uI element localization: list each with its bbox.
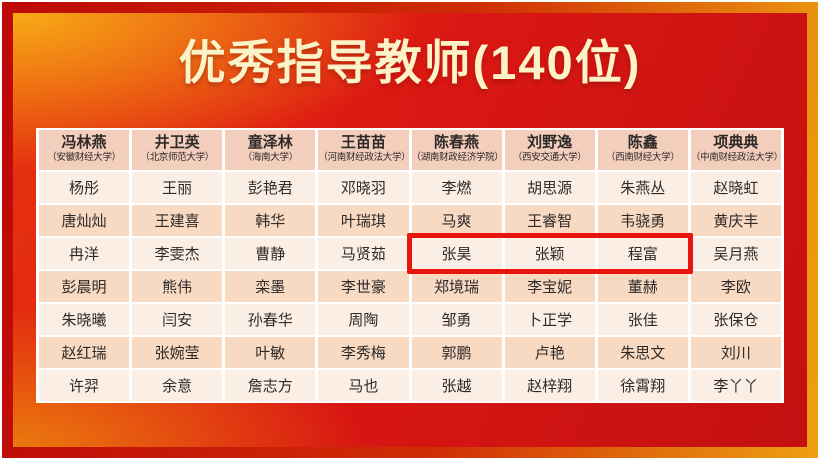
table-cell: 赵梓翔	[504, 370, 595, 401]
header-cell: 童泽林 （海南大学）	[225, 130, 316, 170]
header-teacher-name: 王苗苗	[340, 135, 386, 151]
table-cell: 李世豪	[318, 271, 409, 302]
table-row: 杨彤 王丽 彭艳君 邓晓羽 李燃 胡思源 朱燕丛 赵晓虹	[39, 172, 781, 203]
poster-panel: 优秀指导教师(140位) 冯林燕 （安徽财经大学） 井卫英 （北京师范大学） 童泽林 （海…	[13, 13, 807, 447]
header-school-name: （西南财经大学）	[606, 153, 680, 163]
teacher-table-wrap: 冯林燕 （安徽财经大学） 井卫英 （北京师范大学） 童泽林 （海南大学） 王苗苗 （河南财经政…	[36, 128, 784, 403]
header-teacher-name: 冯林燕	[61, 135, 107, 151]
table-row: 唐灿灿 王建喜 韩华 叶瑞琪 马爽 王睿智 韦骁勇 黄庆丰	[39, 205, 781, 236]
table-cell: 郭鹏	[411, 337, 502, 368]
header-school-name: （安徽财经大学）	[47, 153, 121, 163]
header-cell: 冯林燕 （安徽财经大学）	[39, 130, 130, 170]
header-teacher-name: 陈春燕	[434, 135, 480, 151]
table-cell: 叶敏	[225, 337, 316, 368]
table-cell: 张昊	[411, 238, 502, 269]
table-cell: 吴月燕	[690, 238, 781, 269]
table-cell: 朱思文	[597, 337, 688, 368]
table-header: 冯林燕 （安徽财经大学） 井卫英 （北京师范大学） 童泽林 （海南大学） 王苗苗 （河南财经政…	[39, 130, 781, 170]
table-cell: 马贤茹	[318, 238, 409, 269]
table-cell: 孙春华	[225, 304, 316, 335]
table-cell: 许羿	[39, 370, 130, 401]
table-row: 冉洋 李雯杰 曹静 马贤茹 张昊 张颖 程富 吴月燕	[39, 238, 781, 269]
table-row: 彭晨明 熊伟 栾墨 李世豪 郑境瑞 李宝妮 董赫 李欧	[39, 271, 781, 302]
table-cell: 王睿智	[504, 205, 595, 236]
header-teacher-name: 刘野逸	[527, 135, 573, 151]
header-cell: 项典典 （中南财经政法大学）	[690, 130, 781, 170]
table-cell: 王丽	[132, 172, 223, 203]
table-cell: 韦骁勇	[597, 205, 688, 236]
table-cell: 李宝妮	[504, 271, 595, 302]
table-body: 杨彤 王丽 彭艳君 邓晓羽 李燃 胡思源 朱燕丛 赵晓虹 唐灿灿 王建喜 韩华 叶瑞琪 马爽 王睿智 韦骁勇…	[39, 172, 781, 401]
header-school-name: （北京师范大学）	[140, 153, 214, 163]
table-cell: 郑境瑞	[411, 271, 502, 302]
table-cell: 彭艳君	[225, 172, 316, 203]
table-cell: 唐灿灿	[39, 205, 130, 236]
table-cell: 董赫	[597, 271, 688, 302]
table-cell: 程富	[597, 238, 688, 269]
header-teacher-name: 项典典	[713, 135, 759, 151]
header-cell: 王苗苗 （河南财经政法大学）	[318, 130, 409, 170]
table-cell: 胡思源	[504, 172, 595, 203]
table-cell: 李燃	[411, 172, 502, 203]
table-cell: 李欧	[690, 271, 781, 302]
table-cell: 赵晓虹	[690, 172, 781, 203]
table-cell: 邓晓羽	[318, 172, 409, 203]
header-school-name: （西安交通大学）	[512, 153, 587, 163]
table-cell: 邹勇	[411, 304, 502, 335]
header-cell: 井卫英 （北京师范大学）	[132, 130, 223, 170]
header-teacher-name: 陈鑫	[627, 135, 658, 151]
page-title: 优秀指导教师(140位)	[178, 36, 642, 89]
header-teacher-name: 童泽林	[247, 135, 293, 151]
table-cell: 朱燕丛	[597, 172, 688, 203]
table-cell: 朱晓曦	[39, 304, 130, 335]
table-cell: 刘川	[690, 337, 781, 368]
header-school-name: （湖南财政经济学院）	[411, 153, 502, 163]
table-cell: 黄庆丰	[690, 205, 781, 236]
table-cell: 李雯杰	[132, 238, 223, 269]
header-school-name: （海南大学）	[242, 153, 299, 163]
table-cell: 张佳	[597, 304, 688, 335]
table-cell: 王建喜	[132, 205, 223, 236]
table-cell: 赵红瑞	[39, 337, 130, 368]
table-cell: 徐霄翔	[597, 370, 688, 401]
table-cell: 韩华	[225, 205, 316, 236]
header-cell: 陈鑫 （西南财经大学）	[597, 130, 688, 170]
table-row: 许羿 余意 詹志方 马也 张越 赵梓翔 徐霄翔 李丫丫	[39, 370, 781, 401]
table-header-row: 冯林燕 （安徽财经大学） 井卫英 （北京师范大学） 童泽林 （海南大学） 王苗苗 （河南财经政…	[39, 130, 781, 170]
table-cell: 闫安	[132, 304, 223, 335]
table-cell: 栾墨	[225, 271, 316, 302]
table-cell: 李丫丫	[690, 370, 781, 401]
table-row: 赵红瑞 张婉莹 叶敏 李秀梅 郭鹏 卢艳 朱思文 刘川	[39, 337, 781, 368]
table-row: 朱晓曦 闫安 孙春华 周陶 邹勇 卜正学 张佳 张保仓	[39, 304, 781, 335]
header-school-name: （河南财经政法大学）	[318, 153, 409, 163]
table-cell: 冉洋	[39, 238, 130, 269]
table-cell: 曹静	[225, 238, 316, 269]
table-cell: 詹志方	[225, 370, 316, 401]
header-cell: 刘野逸 （西安交通大学）	[504, 130, 595, 170]
header-cell: 陈春燕 （湖南财政经济学院）	[411, 130, 502, 170]
table-cell: 熊伟	[132, 271, 223, 302]
header-teacher-name: 井卫英	[154, 135, 200, 151]
table-cell: 卢艳	[504, 337, 595, 368]
table-cell: 周陶	[318, 304, 409, 335]
table-cell: 张保仓	[690, 304, 781, 335]
table-cell: 张越	[411, 370, 502, 401]
table-cell: 张婉莹	[132, 337, 223, 368]
table-cell: 卜正学	[504, 304, 595, 335]
table-cell: 杨彤	[39, 172, 130, 203]
table-cell: 彭晨明	[39, 271, 130, 302]
teacher-table: 冯林燕 （安徽财经大学） 井卫英 （北京师范大学） 童泽林 （海南大学） 王苗苗 （河南财经政…	[36, 128, 784, 403]
table-cell: 张颖	[504, 238, 595, 269]
table-cell: 叶瑞琪	[318, 205, 409, 236]
table-cell: 李秀梅	[318, 337, 409, 368]
table-cell: 马也	[318, 370, 409, 401]
table-cell: 马爽	[411, 205, 502, 236]
header-school-name: （中南财经政法大学）	[690, 153, 781, 163]
table-cell: 余意	[132, 370, 223, 401]
